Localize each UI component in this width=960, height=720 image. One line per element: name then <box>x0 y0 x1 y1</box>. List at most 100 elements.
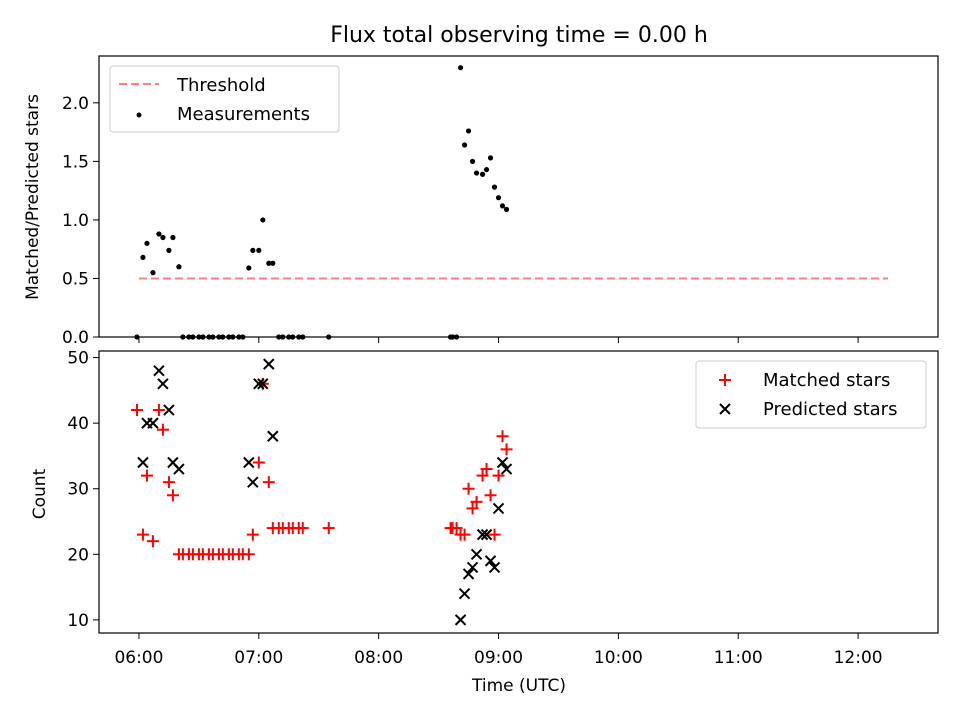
predicted-point <box>243 456 255 469</box>
ratio-y-tick-label: 1.5 <box>62 152 89 172</box>
measurement-point <box>144 240 150 246</box>
measurement-point <box>487 155 494 161</box>
ratio-y-tick-label: 2.0 <box>62 94 89 114</box>
predicted-point <box>458 587 471 600</box>
measurements-legend-label: Measurements <box>177 104 310 125</box>
predicted-legend-label: Predicted stars <box>763 399 897 420</box>
predicted-point <box>496 456 509 469</box>
matched-point <box>476 469 489 482</box>
measurement-point <box>156 231 162 237</box>
measurement-point <box>170 234 176 241</box>
matched-point <box>166 489 179 502</box>
matched-point <box>450 522 463 535</box>
count-legend-box <box>695 360 927 429</box>
predicted-point <box>484 555 497 567</box>
count-plot-area <box>130 358 513 626</box>
measurement-point <box>457 65 464 71</box>
measurement-point <box>176 264 182 270</box>
measurement-point <box>491 184 498 190</box>
matched-point <box>152 404 165 417</box>
count-y-label: Count <box>30 468 50 519</box>
predicted-point <box>173 463 185 475</box>
matched-point <box>480 463 493 476</box>
count-y-tick-label: 40 <box>67 414 89 434</box>
matched-point <box>252 456 265 469</box>
measurement-point <box>140 254 146 260</box>
count-y-tick-label: 10 <box>67 611 89 631</box>
x-tick-label: 09:00 <box>474 648 523 668</box>
predicted-point <box>454 614 467 626</box>
count-y-axis: 10 20 30 40 50 <box>67 349 99 631</box>
measurement-point <box>150 270 156 276</box>
predicted-point <box>153 364 165 377</box>
predicted-point <box>147 417 159 429</box>
x-tick-label: 06:00 <box>114 648 163 668</box>
ratio-legend: Threshold Measurements <box>109 65 340 133</box>
matched-point <box>156 423 169 436</box>
predicted-point <box>247 476 259 488</box>
ratio-panel-frame <box>98 55 939 338</box>
x-tick-label: 10:00 <box>594 648 643 668</box>
matched-point <box>484 489 497 502</box>
x-tick-label: 07:00 <box>234 648 283 668</box>
ratio-legend-box <box>109 65 340 133</box>
predicted-point <box>157 378 169 390</box>
predicted-point <box>476 528 489 541</box>
measurement-point <box>499 203 506 209</box>
ratio-y-label: Matched/Predicted stars <box>23 94 43 300</box>
predicted-point <box>462 568 475 580</box>
predicted-point <box>137 456 149 469</box>
x-tick-label: 12:00 <box>834 648 883 668</box>
matched-point <box>162 476 175 489</box>
matched-legend-label: Matched stars <box>763 370 890 391</box>
matched-point <box>458 528 471 541</box>
x-tick-label: 11:00 <box>714 648 763 668</box>
matched-point <box>496 430 509 443</box>
ratio-x-ticks <box>138 337 859 343</box>
count-y-tick-label: 20 <box>67 545 89 565</box>
predicted-point <box>163 404 175 416</box>
threshold-legend-label: Threshold <box>176 75 266 96</box>
predicted-point <box>257 378 269 390</box>
count-y-tick-label: 50 <box>67 349 89 369</box>
matched-point <box>322 522 335 535</box>
matched-point <box>146 535 159 548</box>
measurement-point <box>160 234 166 241</box>
measurement-point <box>250 247 256 253</box>
matched-point <box>470 495 483 508</box>
matched-point <box>462 482 475 495</box>
measurement-point <box>479 171 486 177</box>
ratio-y-tick-label: 1.0 <box>62 211 89 231</box>
matched-point <box>136 528 149 541</box>
predicted-point <box>253 378 265 390</box>
matched-point <box>500 443 513 456</box>
measurement-point <box>270 260 276 266</box>
predicted-point <box>500 463 513 475</box>
matched-point <box>296 522 309 535</box>
count-panel: 10 20 30 40 50 06:00 07:00 08:00 09:00 10:00 11:0… <box>30 349 939 668</box>
matched-point <box>130 404 143 417</box>
predicted-point <box>470 548 483 561</box>
measurement-point <box>266 260 272 266</box>
predicted-point <box>263 358 275 370</box>
predicted-point <box>480 528 493 541</box>
predicted-point <box>267 430 279 442</box>
matched-point <box>262 476 275 489</box>
count-y-tick-label: 30 <box>67 480 89 500</box>
measurement-point <box>246 265 252 271</box>
count-legend: Matched stars Predicted stars <box>695 360 927 429</box>
matched-point <box>246 528 259 541</box>
ratio-y-axis: 0.0 0.5 1.0 1.5 2.0 <box>62 94 99 348</box>
matched-legend-swatch <box>719 374 731 386</box>
matched-point <box>140 469 153 482</box>
measurement-point <box>166 247 172 253</box>
measurement-point <box>461 142 468 148</box>
predicted-point <box>466 561 479 574</box>
matched-point <box>492 469 505 482</box>
predicted-point <box>492 502 505 515</box>
count-panel-frame <box>98 350 939 634</box>
predicted-point <box>488 561 501 574</box>
predicted-legend-swatch <box>719 403 731 415</box>
matched-point <box>242 548 255 561</box>
